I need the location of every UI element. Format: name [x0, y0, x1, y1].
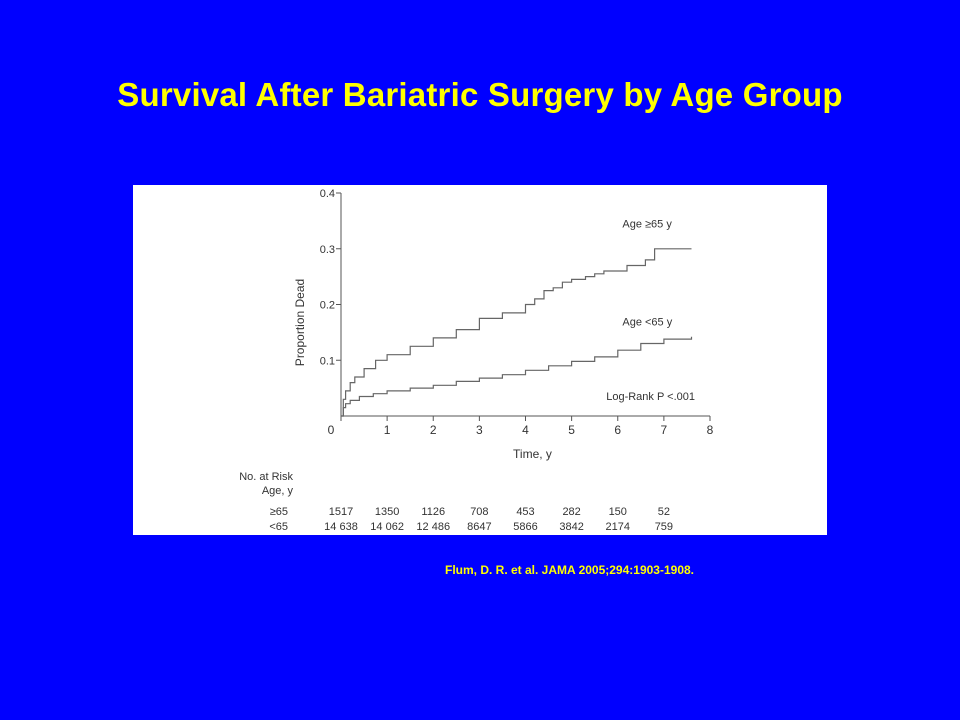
x-tick-label: 7: [661, 423, 668, 437]
chart-figure: 0 1 2 3 4 5 6 7 8 0.1 0.2 0.3 0.4 Time, y Proportion D…: [133, 185, 827, 535]
series-line: [341, 336, 693, 417]
x-tick-label: 6: [614, 423, 621, 437]
risk-table-value: 708: [470, 506, 488, 518]
risk-table-value: 759: [655, 521, 673, 533]
survival-chart: 0 1 2 3 4 5 6 7 8 0.1 0.2 0.3 0.4 Time, y Proportion D…: [239, 188, 714, 533]
series-label: Age <65 y: [622, 317, 672, 329]
risk-table-value: 14 062: [370, 521, 404, 533]
risk-table-value: 2174: [606, 521, 630, 533]
x-tick-label: 4: [522, 423, 529, 437]
x-tick-label: 2: [430, 423, 437, 437]
y-tick-label: 0.1: [320, 355, 335, 367]
x-tick-label: 5: [568, 423, 575, 437]
annotation-label: Log-Rank P <.001: [606, 391, 695, 403]
risk-table-value: 282: [562, 506, 580, 518]
y-axis-label: Proportion Dead: [293, 279, 307, 366]
y-tick-label: 0.2: [320, 300, 335, 312]
risk-table-value: 52: [658, 506, 670, 518]
risk-table-value: 12 486: [416, 521, 450, 533]
risk-table-value: 150: [609, 506, 627, 518]
risk-table-value: 14 638: [324, 521, 358, 533]
risk-table-value: 1517: [329, 506, 353, 518]
x-tick-label: 1: [384, 423, 391, 437]
series-line: [341, 248, 692, 417]
risk-table-header: No. at Risk: [239, 471, 293, 483]
y-tick-label: 0.3: [320, 244, 335, 256]
risk-table-value: 453: [516, 506, 534, 518]
risk-table-value: 5866: [513, 521, 537, 533]
x-tick-label: 0: [328, 423, 335, 437]
risk-table-subheader: Age, y: [262, 485, 294, 497]
x-tick-label: 8: [707, 423, 714, 437]
risk-table-value: 3842: [559, 521, 583, 533]
y-tick-label: 0.4: [320, 188, 335, 200]
x-axis-label: Time, y: [513, 447, 552, 461]
risk-table-value: 1350: [375, 506, 399, 518]
citation: Flum, D. R. et al. JAMA 2005;294:1903-19…: [445, 563, 694, 577]
x-tick-label: 3: [476, 423, 483, 437]
slide-title: Survival After Bariatric Surgery by Age …: [117, 76, 843, 113]
risk-table-row-label: <65: [269, 521, 288, 533]
risk-table-row-label: ≥65: [270, 506, 288, 518]
risk-table-value: 8647: [467, 521, 491, 533]
series-label: Age ≥65 y: [622, 219, 672, 231]
risk-table-value: 1126: [421, 506, 445, 518]
